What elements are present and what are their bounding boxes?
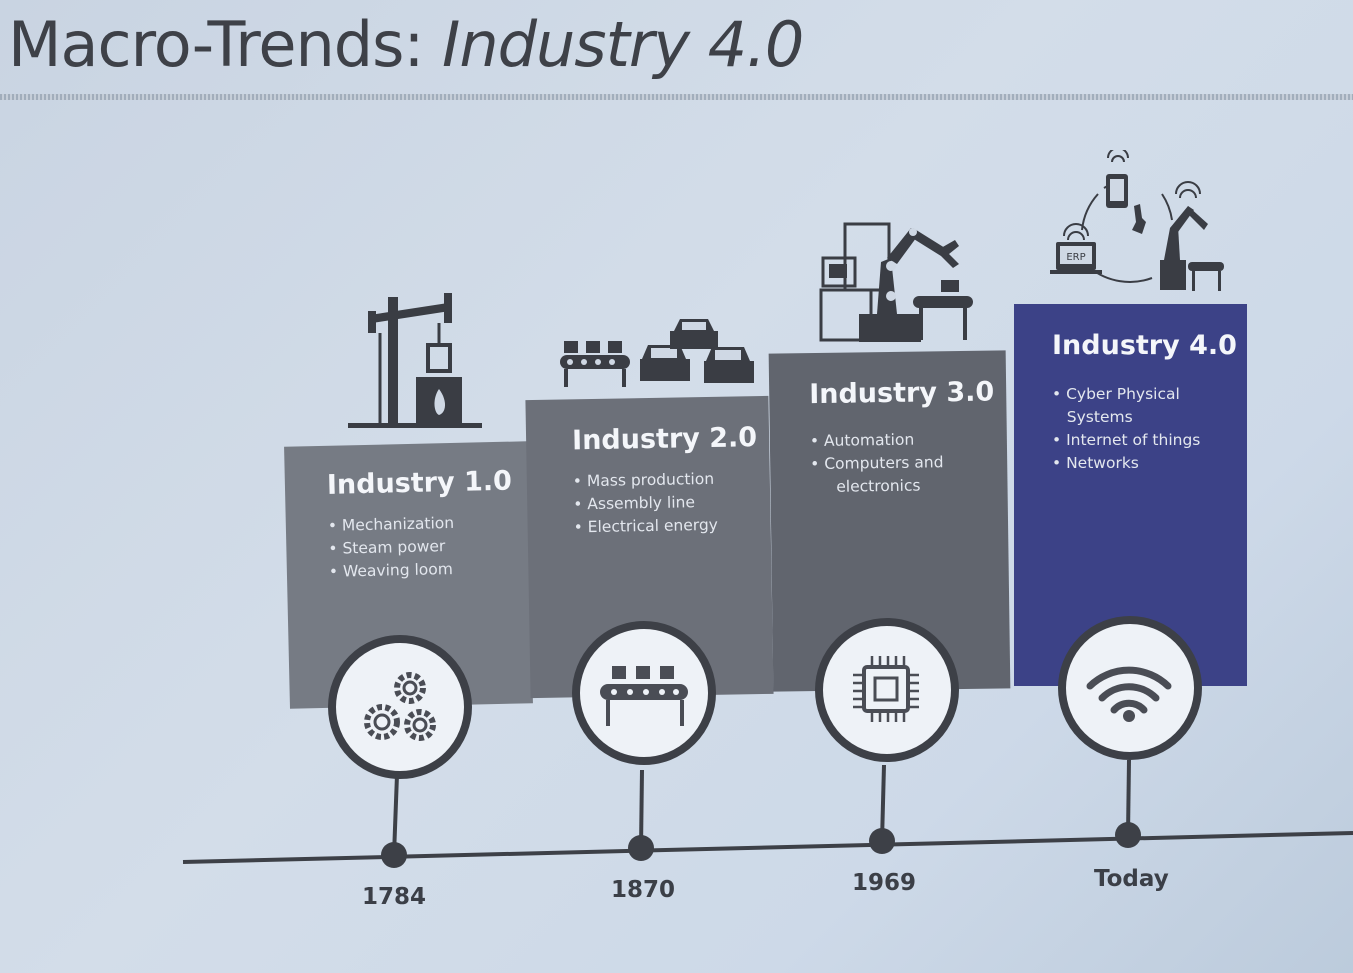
year-label-today: Today [1094,866,1169,892]
year-label-1784: 1784 [362,884,427,910]
timeline-node [869,828,895,854]
milestone-today [1058,616,1202,848]
milestone-1870 [572,621,716,861]
gears-icon [364,672,436,741]
title-underline [0,94,1353,100]
slide-title: Macro-Trends: Industry 4.0 [8,8,804,81]
year-label-1870: 1870 [611,877,676,903]
conveyor-belt-icon [600,666,688,726]
era-circle [328,635,472,779]
slide-title-emphasis: Industry 4.0 [442,8,804,81]
slide-title-prefix: Macro-Trends: [8,8,443,81]
microchip-icon [853,656,919,722]
era-circle [815,618,959,762]
timeline-axis [182,831,1353,864]
era-bullets: Cyber Physical Systems Internet of thing… [1052,383,1247,475]
era-card-industry-4: Industry 4.0 Cyber Physical Systems Inte… [1014,304,1247,686]
timeline-node [381,842,407,868]
wifi-icon [1086,666,1172,714]
timeline-node [628,835,654,861]
year-label-1969: 1969 [852,870,917,896]
era-bullet: Networks [1052,452,1247,475]
era-bullet: Internet of things [1052,429,1247,452]
timeline-node [1115,822,1141,848]
era-bullet: Cyber Physical [1052,383,1247,406]
connected-factory-icon: ERP [1050,150,1224,291]
milestone-1969 [815,618,959,854]
steam-engine-icon [348,293,482,428]
erp-label: ERP [1066,252,1085,263]
assembly-line-cars-icon [560,319,754,387]
era-title: Industry 4.0 [1052,330,1237,361]
robot-arm-computer-icon [819,222,973,342]
milestone-1784 [328,635,472,868]
era-bullet-continuation: Systems [1066,408,1133,426]
